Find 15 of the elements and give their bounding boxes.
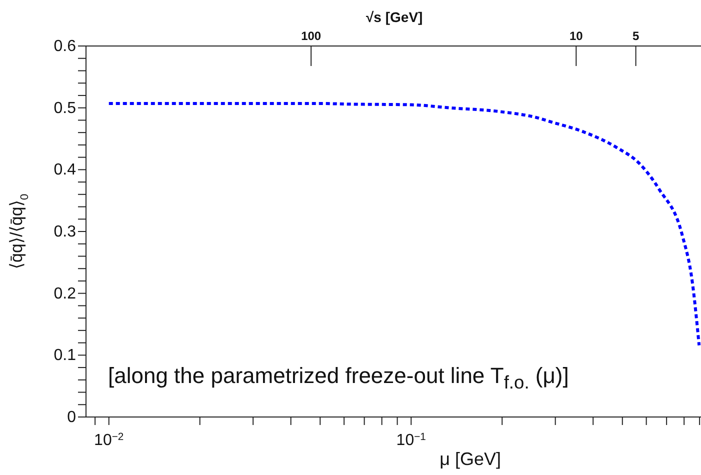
y-tick-label: 0.5 [54,100,76,117]
y-tick-label: 0 [67,409,76,426]
y-tick-label: 0.6 [54,38,76,55]
y-tick-label: 0.4 [54,162,76,179]
annotation: [along the parametrized freeze-out line T$_{f.o.}$ (μ)] [108,363,569,394]
x-tick-label: 10$^{−2}$ [94,432,124,449]
y-tick-label: 0.3 [54,224,76,240]
y-tick-label: 0.2 [54,285,76,302]
text: 10 [569,29,584,43]
y-tick-label: 0.1 [54,347,76,364]
x2-axis-title: √s [GeV] [366,9,423,25]
x-tick-label: 10$^{−1}$ [396,432,426,449]
x-axis-title: μ [GeV] [440,449,501,469]
text: 5 [632,29,640,43]
text: 100 [301,29,322,43]
